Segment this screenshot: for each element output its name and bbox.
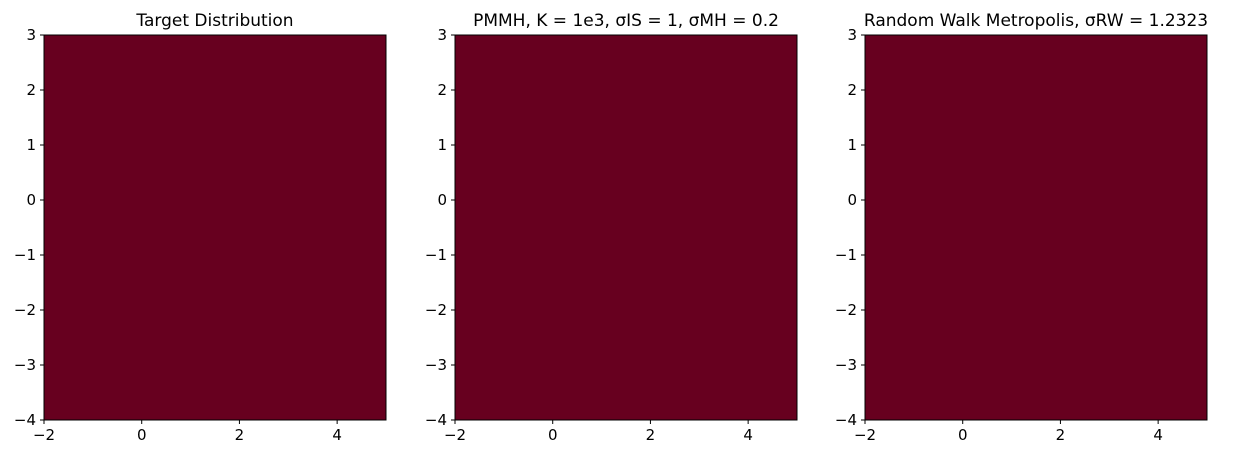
y-tick-label: −3 <box>14 356 36 374</box>
y-tick-label: −3 <box>835 356 857 374</box>
y-tick-label: 0 <box>847 191 857 209</box>
y-tick-label: 2 <box>26 81 36 99</box>
y-tick-label: −4 <box>425 411 447 429</box>
panel-title: Target Distribution <box>135 11 293 31</box>
x-tick-label: −2 <box>854 426 876 444</box>
y-tick-label: −4 <box>835 411 857 429</box>
y-tick-label: 3 <box>26 26 36 44</box>
y-tick-label: −2 <box>425 301 447 319</box>
x-tick-label: 2 <box>646 426 656 444</box>
plot-background <box>865 35 1207 420</box>
x-tick-label: −2 <box>444 426 466 444</box>
plot-frame <box>43 34 387 421</box>
x-tick-label: 0 <box>548 426 558 444</box>
x-tick-label: 4 <box>332 426 342 444</box>
x-tick-label: 4 <box>1153 426 1163 444</box>
y-tick-label: −1 <box>14 246 36 264</box>
x-tick-label: 2 <box>1056 426 1066 444</box>
plot-background <box>455 35 797 420</box>
panel: −2 0 2 4 −4 −3 −2 −1 0 1 2 3 Target Distribution <box>14 11 387 444</box>
x-tick-label: 4 <box>743 426 753 444</box>
y-tick-label: 1 <box>847 136 857 154</box>
panel: −2 0 2 4 −4 −3 −2 −1 0 1 2 3 Random Walk Metropolis,… <box>835 11 1208 444</box>
panel: −2 0 2 4 −4 −3 −2 −1 0 1 2 3 PMMH, K = 1e3, σIS = 1,… <box>425 11 798 444</box>
x-tick-label: 2 <box>235 426 245 444</box>
y-tick-label: 0 <box>26 191 36 209</box>
y-tick-label: 1 <box>26 136 36 154</box>
panel-title: PMMH, K = 1e3, σIS = 1, σMH = 0.2 <box>473 11 779 31</box>
y-tick-label: −4 <box>14 411 36 429</box>
x-tick-label: 0 <box>137 426 147 444</box>
y-tick-label: 0 <box>437 191 447 209</box>
plot-background <box>44 35 386 420</box>
y-tick-label: 3 <box>847 26 857 44</box>
panel-title: Random Walk Metropolis, σRW = 1.2323 <box>864 11 1208 31</box>
y-tick-label: 3 <box>437 26 447 44</box>
y-tick-label: −1 <box>835 246 857 264</box>
plot-frame <box>864 34 1208 421</box>
y-tick-label: 1 <box>437 136 447 154</box>
x-tick-label: −2 <box>33 426 55 444</box>
y-tick-label: −2 <box>14 301 36 319</box>
y-tick-label: 2 <box>437 81 447 99</box>
y-tick-label: 2 <box>847 81 857 99</box>
y-tick-label: −3 <box>425 356 447 374</box>
plot-frame <box>454 34 798 421</box>
x-tick-label: 0 <box>958 426 968 444</box>
y-tick-label: −2 <box>835 301 857 319</box>
y-tick-label: −1 <box>425 246 447 264</box>
